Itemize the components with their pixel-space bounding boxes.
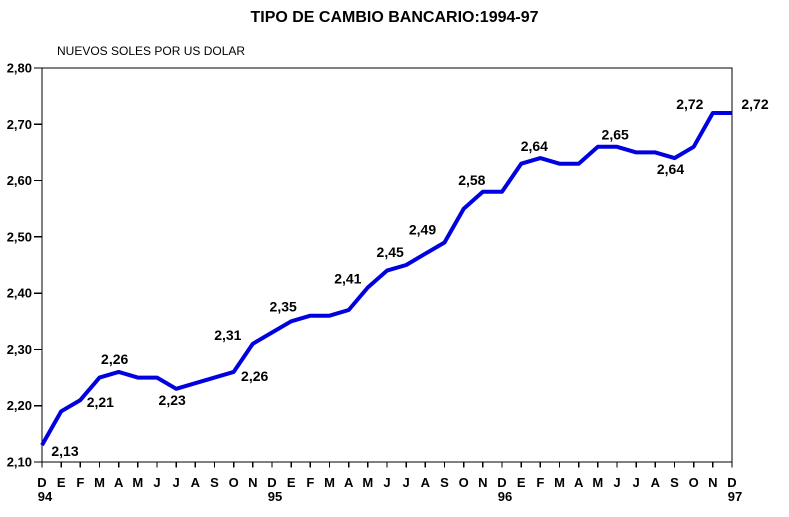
month-tick-label: N: [708, 475, 717, 490]
month-tick-label: A: [114, 475, 124, 490]
month-tick-label: O: [689, 475, 699, 490]
month-tick-label: J: [613, 475, 620, 490]
month-tick-label: A: [191, 475, 201, 490]
month-tick-label: M: [362, 475, 373, 490]
month-tick-label: E: [517, 475, 526, 490]
y-axis-tick-label: 2,50: [7, 229, 32, 244]
month-tick-label: F: [306, 475, 314, 490]
month-tick-label: J: [633, 475, 640, 490]
year-label: 95: [268, 489, 282, 504]
month-tick-label: S: [440, 475, 449, 490]
month-tick-label: S: [670, 475, 679, 490]
month-tick-label: O: [229, 475, 239, 490]
data-point-label: 2,64: [657, 161, 684, 177]
y-axis-tick-label: 2,20: [7, 398, 32, 413]
month-tick-label: M: [132, 475, 143, 490]
month-tick-label: F: [536, 475, 544, 490]
month-tick-label: N: [248, 475, 257, 490]
month-tick-label: M: [592, 475, 603, 490]
y-axis-tick-label: 2,80: [7, 61, 32, 76]
data-point-label: 2,41: [334, 271, 361, 287]
data-point-label: 2,72: [676, 96, 703, 112]
data-point-label: 2,45: [377, 244, 404, 260]
data-point-label: 2,35: [270, 298, 297, 314]
data-point-label: 2,49: [409, 221, 436, 237]
year-label: 94: [38, 489, 53, 504]
data-point-label: 2,31: [214, 327, 241, 343]
year-label: 97: [728, 489, 742, 504]
exchange-rate-series-line: [40, 111, 732, 447]
month-tick-label: A: [344, 475, 354, 490]
month-tick-label: D: [727, 475, 736, 490]
month-tick-label: F: [76, 475, 84, 490]
month-tick-label: N: [478, 475, 487, 490]
chart-subtitle: NUEVOS SOLES POR US DOLAR: [57, 44, 246, 58]
y-axis-tick-label: 2,70: [7, 117, 32, 132]
month-tick-label: D: [37, 475, 46, 490]
month-tick-label: A: [651, 475, 661, 490]
month-tick-label: E: [57, 475, 66, 490]
data-point-label: 2,21: [87, 394, 114, 410]
data-point-label: 2,65: [602, 126, 629, 142]
month-tick-label: J: [403, 475, 410, 490]
month-tick-label: D: [267, 475, 276, 490]
data-point-label: 2,26: [241, 368, 268, 384]
month-tick-label: M: [554, 475, 565, 490]
month-tick-label: A: [421, 475, 431, 490]
month-tick-label: S: [210, 475, 219, 490]
chart-title: TIPO DE CAMBIO BANCARIO:1994-97: [250, 9, 539, 26]
data-point-label: 2,26: [101, 351, 128, 367]
y-axis-tick-label: 2,10: [7, 455, 32, 470]
y-axis-tick-label: 2,60: [7, 173, 32, 188]
data-point-label: 2,64: [521, 138, 548, 154]
month-tick-label: J: [383, 475, 390, 490]
month-tick-label: J: [153, 475, 160, 490]
month-tick-label: O: [459, 475, 469, 490]
month-tick-label: M: [94, 475, 105, 490]
y-axis-tick-label: 2,40: [7, 286, 32, 301]
data-point-label: 2,13: [51, 443, 78, 459]
y-axis-tick-label: 2,30: [7, 342, 32, 357]
month-tick-label: D: [497, 475, 506, 490]
month-tick-label: M: [324, 475, 335, 490]
month-tick-label: A: [574, 475, 584, 490]
data-point-label: 2,72: [741, 96, 768, 112]
month-tick-label: J: [173, 475, 180, 490]
data-point-label: 2,23: [159, 392, 186, 408]
data-point-label: 2,58: [458, 172, 485, 188]
month-tick-label: E: [287, 475, 296, 490]
year-label: 96: [498, 489, 512, 504]
